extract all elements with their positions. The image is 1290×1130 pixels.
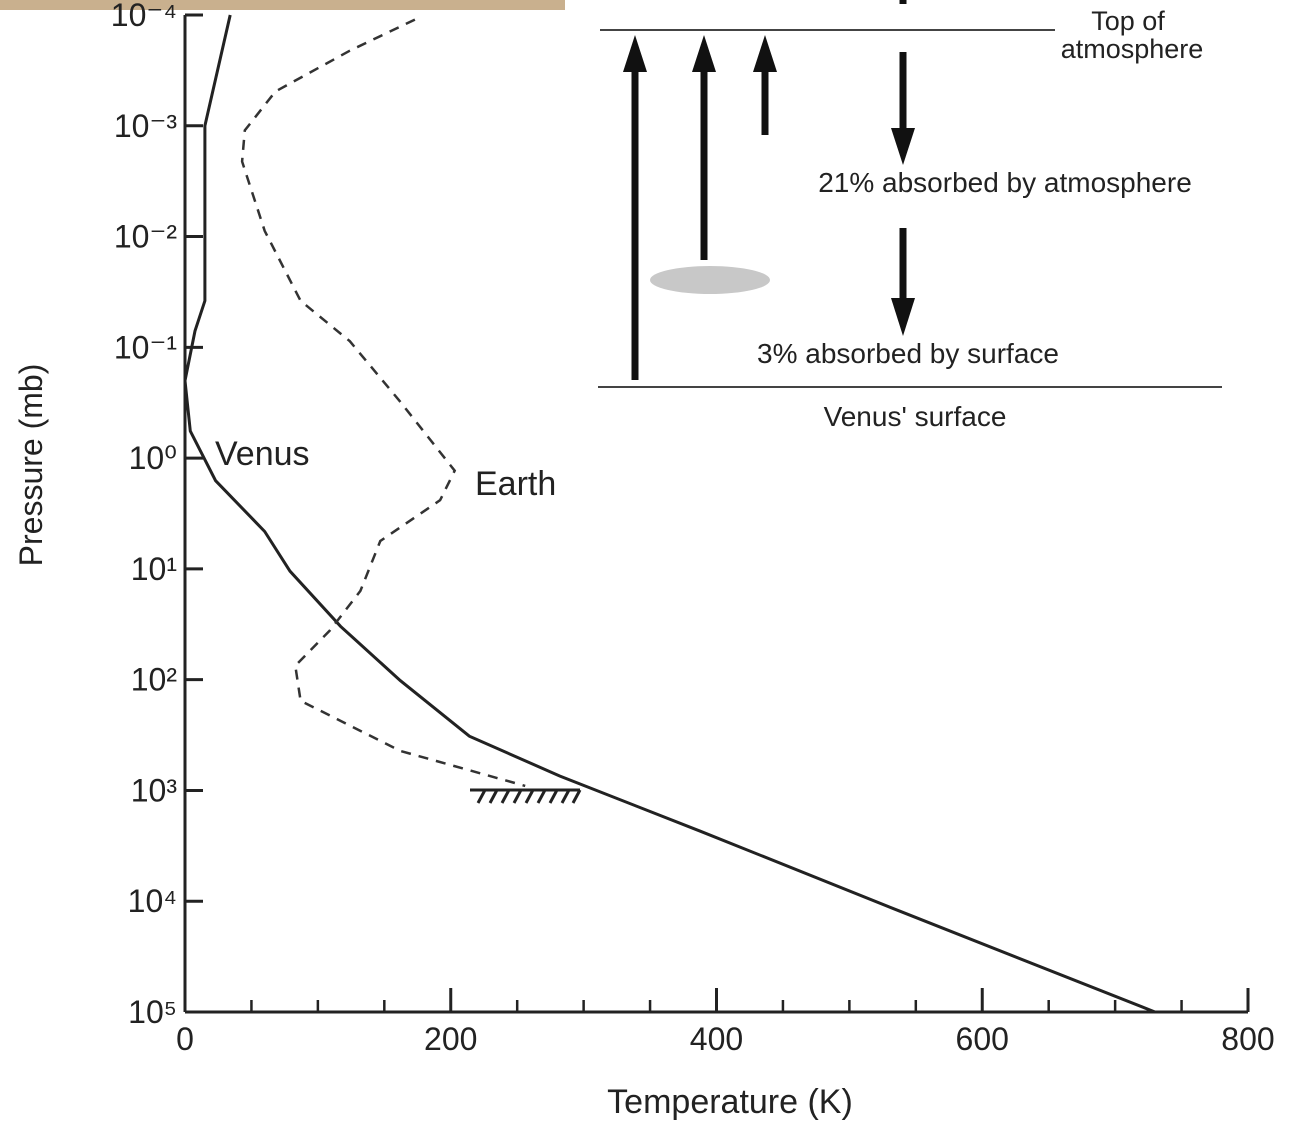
x-tick-label: 600 (956, 1021, 1009, 1057)
y-tick-label: 10¹ (131, 551, 177, 587)
y-tick-label: 10³ (131, 772, 178, 808)
y-tick-label: 10⁻¹ (114, 329, 177, 365)
series-label: Venus (215, 435, 310, 473)
atmosphere-label: 21% absorbed by atmosphere (818, 167, 1192, 198)
photo-edge (0, 0, 565, 10)
top-label: Top of atmosphere (1061, 6, 1204, 64)
series-label: Earth (475, 465, 556, 503)
y-tick-label: 10⁴ (128, 883, 177, 919)
arrows (623, 0, 915, 380)
ground-hatch (470, 788, 582, 804)
x-tick-label: 0 (176, 1021, 194, 1057)
y-tick-label: 10⁵ (128, 994, 177, 1030)
y-tick-label: 10⁰ (129, 440, 177, 476)
surface-absorbed-label: 3% absorbed by surface (757, 338, 1059, 369)
x-axis-label: Temperature (K) (607, 1083, 853, 1121)
y-tick-label: 10⁻² (114, 219, 177, 255)
x-tick-label: 400 (690, 1021, 743, 1057)
series-line (240, 18, 526, 788)
y-axis-label: Pressure (mb) (13, 364, 49, 567)
x-tick-label: 200 (424, 1021, 477, 1057)
series-line (183, 14, 1156, 1014)
cloud (650, 266, 770, 294)
surface-label: Venus' surface (824, 401, 1007, 432)
inset-diagram: Top of atmosphere 21% absorbed by atmosph… (598, 0, 1222, 432)
y-tick-label: 10² (131, 662, 178, 698)
y-tick-label: 10⁻⁴ (111, 0, 177, 33)
y-tick-label: 10⁻³ (114, 108, 177, 144)
x-tick-label: 800 (1221, 1021, 1274, 1057)
